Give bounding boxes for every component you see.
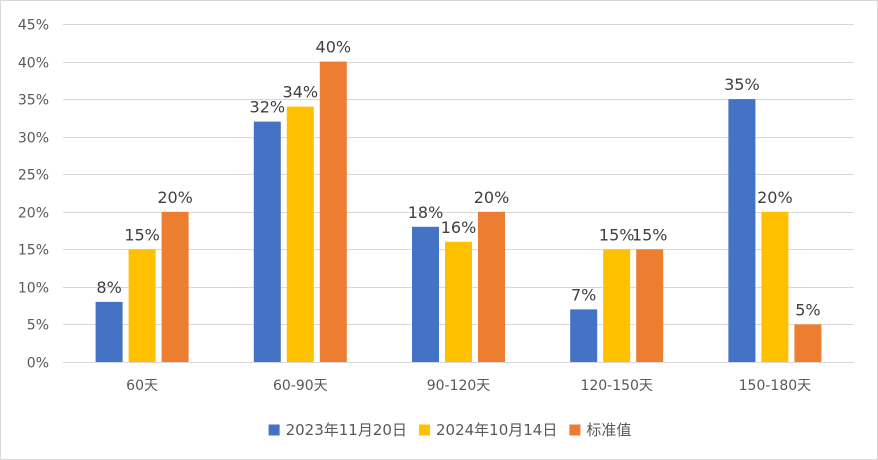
legend-label: 标准值 xyxy=(586,421,631,439)
bar xyxy=(478,211,505,362)
data-label: 16% xyxy=(441,218,477,237)
y-tick-label: 20% xyxy=(18,206,49,222)
bar xyxy=(319,61,347,362)
bar xyxy=(128,249,156,362)
data-label: 8% xyxy=(96,278,121,297)
legend-swatch xyxy=(569,424,581,436)
data-label: 40% xyxy=(316,38,352,57)
y-tick-label: 45% xyxy=(18,18,49,34)
y-tick-label: 35% xyxy=(18,93,49,109)
data-label: 20% xyxy=(474,188,510,207)
y-tick-label: 0% xyxy=(27,356,49,372)
legend-swatch xyxy=(419,424,430,436)
data-label: 20% xyxy=(757,188,793,207)
bar xyxy=(253,121,281,362)
data-label: 5% xyxy=(795,300,820,319)
x-tick-label: 90-120天 xyxy=(427,378,491,394)
y-tick-label: 10% xyxy=(18,281,49,297)
legend-swatch xyxy=(268,424,280,436)
bar xyxy=(570,309,598,362)
bar xyxy=(95,301,123,362)
y-tick-label: 25% xyxy=(18,168,49,184)
data-label: 18% xyxy=(408,203,444,222)
legend: 2023年11月20日 2024年10月14日 标准值 xyxy=(268,421,631,439)
x-tick-label: 60-90天 xyxy=(273,378,328,394)
bar xyxy=(636,249,664,362)
data-label: 7% xyxy=(571,285,596,304)
data-label: 15% xyxy=(599,225,635,244)
data-label: 20% xyxy=(157,188,193,207)
bar xyxy=(286,106,314,362)
data-label: 32% xyxy=(250,98,286,117)
bar xyxy=(412,226,439,362)
y-tick-label: 15% xyxy=(18,243,49,259)
bar xyxy=(728,99,756,362)
data-label: 34% xyxy=(283,83,319,102)
y-tick-label: 30% xyxy=(18,131,49,147)
x-tick-label: 120-150天 xyxy=(580,378,653,394)
data-label: 35% xyxy=(724,75,760,94)
y-tick-label: 40% xyxy=(18,56,49,72)
bar xyxy=(761,211,789,362)
x-tick-label: 60天 xyxy=(126,378,158,394)
legend-label: 2024年10月14日 xyxy=(436,421,557,439)
bar xyxy=(794,324,822,362)
bar xyxy=(161,211,189,362)
x-tick-label: 150-180天 xyxy=(739,378,812,394)
legend-label: 2023年11月20日 xyxy=(286,421,407,439)
bar xyxy=(445,241,472,362)
data-label: 15% xyxy=(124,225,160,244)
bar xyxy=(603,249,631,362)
y-tick-label: 5% xyxy=(27,318,49,334)
data-label: 15% xyxy=(632,225,668,244)
